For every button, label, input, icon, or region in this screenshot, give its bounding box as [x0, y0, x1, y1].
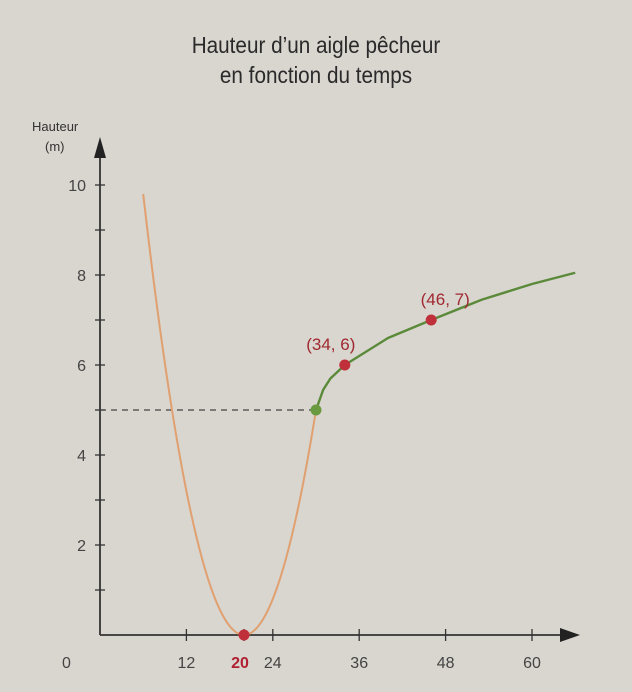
- y-axis-label: Hauteur: [32, 119, 79, 134]
- chart-title: Hauteur d’un aigle pêcheur en fonction d…: [32, 30, 601, 90]
- y-tick-label: 8: [77, 268, 86, 285]
- y-tick-label: 10: [68, 178, 86, 195]
- data-point-label: (34, 6): [306, 335, 355, 354]
- origin-label: 0: [62, 655, 71, 672]
- data-point: [238, 629, 250, 641]
- x-tick-label: 12: [178, 655, 196, 672]
- x-tick-label: 24: [264, 655, 282, 672]
- data-point: [425, 314, 437, 326]
- data-point: [339, 359, 351, 371]
- y-axis-arrow: [94, 137, 106, 158]
- x-axis-arrow: [560, 628, 580, 642]
- parabola-curve: [142, 193, 317, 637]
- y-tick-label: 6: [77, 358, 86, 375]
- x-tick-label: 36: [350, 655, 368, 672]
- x-tick-label-highlight: 20: [231, 655, 249, 672]
- growth-curve: [314, 271, 576, 411]
- y-axis-unit: (m): [45, 139, 65, 154]
- x-axis-label: Temps: [548, 689, 592, 692]
- chart-title-line-1: Hauteur d’un aigle pêcheur: [191, 32, 441, 58]
- x-tick-label: 48: [437, 655, 455, 672]
- y-tick-label: 2: [77, 538, 86, 555]
- chart-title-line-2: en fonction du temps: [219, 62, 413, 88]
- data-point-label: (46, 7): [421, 290, 470, 309]
- x-tick-label: 60: [523, 655, 541, 672]
- data-point: [310, 404, 322, 416]
- y-tick-label: 4: [77, 448, 86, 465]
